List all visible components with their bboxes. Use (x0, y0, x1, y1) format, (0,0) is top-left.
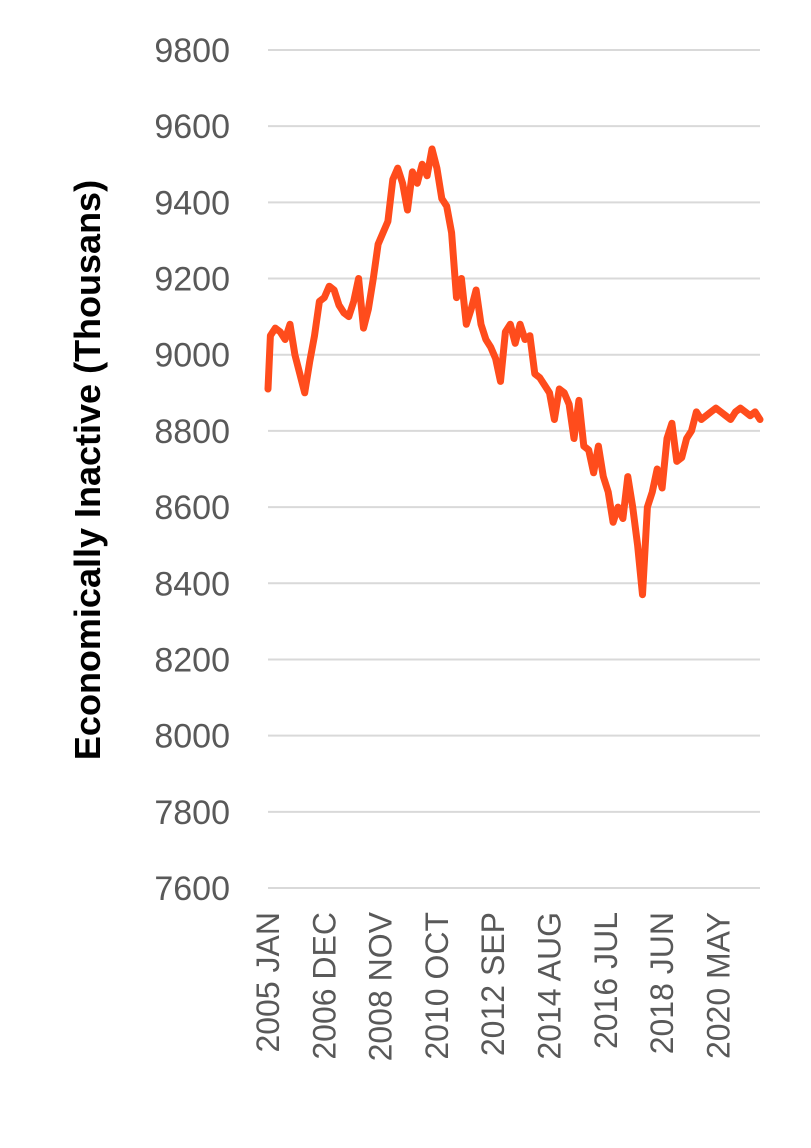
y-tick-label: 9000 (154, 337, 230, 375)
series-line (264, 145, 764, 599)
x-tick-label: 2005 JAN (250, 912, 286, 1053)
x-tick-label: 2010 OCT (419, 912, 455, 1060)
x-tick-label: 2014 AUG (531, 912, 567, 1060)
y-tick-label: 9600 (154, 108, 230, 146)
x-tick-label: 2008 NOV (363, 911, 399, 1061)
x-tick-label: 2006 DEC (306, 912, 342, 1060)
y-tick-label: 8600 (154, 489, 230, 527)
x-axis-tick-labels: 2005 JAN 2006 DEC 2008 NOV 2010 OCT 2012 SEP… (250, 911, 736, 1061)
series-layer (264, 145, 764, 599)
y-axis-label: Economically Inactive (Thousans) (67, 180, 108, 760)
y-axis-tick-labels: 7600 7800 8000 8200 8400 8600 8800 9000 9200 9400… (154, 32, 230, 908)
x-tick-label: 2018 JUN (644, 912, 680, 1054)
y-tick-label: 9200 (154, 261, 230, 299)
x-tick-label: 2020 MAY (700, 912, 736, 1059)
y-tick-label: 8200 (154, 641, 230, 679)
y-tick-label: 8400 (154, 565, 230, 603)
y-tick-label: 8000 (154, 718, 230, 756)
x-tick-label: 2016 JUL (588, 912, 624, 1049)
gridlines (268, 49, 760, 889)
x-tick-label: 2012 SEP (475, 912, 511, 1056)
y-tick-label: 8800 (154, 413, 230, 451)
y-tick-label: 7600 (154, 870, 230, 908)
y-tick-label: 9800 (154, 32, 230, 70)
y-tick-label: 9400 (154, 184, 230, 222)
y-tick-label: 7800 (154, 794, 230, 832)
